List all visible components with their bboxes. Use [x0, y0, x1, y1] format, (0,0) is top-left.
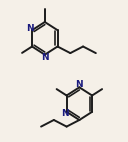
Text: N: N	[61, 109, 68, 118]
Text: N: N	[26, 24, 34, 33]
Text: N: N	[76, 80, 83, 89]
Text: N: N	[41, 53, 49, 62]
